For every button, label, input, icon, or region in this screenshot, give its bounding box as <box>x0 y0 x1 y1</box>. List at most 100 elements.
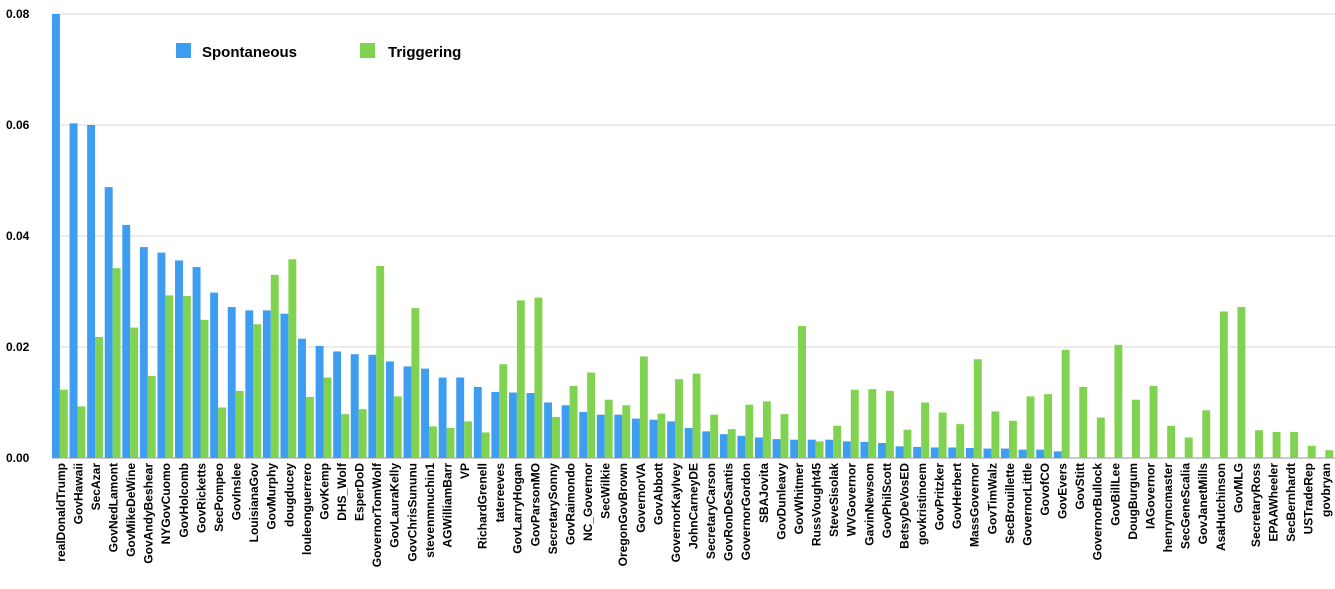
bar-spontaneous-GovMurphy <box>262 310 271 458</box>
x-tick-label: tatereeves <box>493 463 507 523</box>
bar-spontaneous-JohnCarneyDE <box>684 428 693 458</box>
x-tick-label: stevenmnuchin1 <box>423 463 437 558</box>
bar-triggering-GovTimWalz <box>991 411 1000 458</box>
bar-spontaneous-GovernorVA <box>631 418 640 458</box>
bar-triggering-GovMurphy <box>270 274 279 458</box>
bar-triggering-GovAbbott <box>657 413 666 458</box>
bar-spontaneous-stevenmnuchin1 <box>421 368 429 458</box>
x-tick-label: GovMikeDeWine <box>124 463 138 557</box>
x-tick-label: OregonGovBrown <box>616 463 630 566</box>
x-tick-label: GovernorBullock <box>1091 463 1105 561</box>
x-tick-label: AGWilliamBarr <box>440 463 454 548</box>
bar-triggering-GovRaimondo <box>569 385 578 458</box>
bar-triggering-GovRicketts <box>200 319 209 458</box>
bar-triggering-JohnCarneyDE <box>692 373 701 458</box>
x-tick-label: GovDunleavy <box>774 463 788 540</box>
x-tick-label: GovRicketts <box>194 463 208 533</box>
x-axis-labels: realDonaldTrump GovHawaii SecAzar GovNedLam… <box>54 462 1333 567</box>
y-tick-label: 0.02 <box>6 340 30 354</box>
bar-spontaneous-GovHolcomb <box>175 260 183 458</box>
bar-spontaneous-GovParsonMO <box>526 393 535 458</box>
bar-triggering-GovBillLee <box>1114 344 1123 458</box>
x-tick-label: GovTimWalz <box>985 463 999 534</box>
bar-spontaneous-GovLauraKelly <box>385 361 394 458</box>
bar-triggering-GovLarryHogan <box>516 300 525 458</box>
bar-spontaneous-MassGovernor <box>965 448 974 458</box>
bar-triggering-GovernorVA <box>639 356 648 458</box>
bar-spontaneous-RichardGrenell <box>473 386 482 458</box>
x-tick-label: realDonaldTrump <box>54 463 68 562</box>
bar-triggering-GovEvers <box>1061 349 1070 458</box>
bar-triggering-SecAzar <box>95 337 103 458</box>
bar-triggering-GovofCO <box>1044 394 1053 458</box>
bar-triggering-RichardGrenell <box>481 432 490 458</box>
x-tick-label: GovMLG <box>1231 463 1245 513</box>
bar-triggering-GovMikeDeWine <box>130 327 139 458</box>
bar-spontaneous-SBAJovita <box>755 437 763 458</box>
bar-triggering-GovernorKayIvey <box>675 379 683 458</box>
bar-spontaneous-GovRaimondo <box>561 405 570 458</box>
bar-spontaneous-realDonaldTrump <box>52 14 60 458</box>
bar-triggering-GovDunleavy <box>780 414 789 458</box>
bar-spontaneous-tatereeves <box>491 391 500 458</box>
bar-triggering-GovParsonMO <box>534 297 543 458</box>
bar-triggering-GovLauraKelly <box>393 396 402 458</box>
bar-spontaneous-GovRonDeSantis <box>719 434 728 458</box>
x-tick-label: GovStitt <box>1073 463 1087 510</box>
x-tick-label: GovLauraKelly <box>388 463 402 548</box>
bar-spontaneous-GovMikeDeWine <box>122 224 131 458</box>
bar-spontaneous-GovPritzker <box>930 447 939 458</box>
x-tick-label: GovernorKayIvey <box>669 463 683 563</box>
bar-triggering-louleonguerrero <box>305 396 314 458</box>
x-tick-label: GovEvers <box>1056 463 1070 519</box>
bar-triggering-GovPritzker <box>938 412 947 458</box>
x-tick-label: GovPhilScott <box>880 463 894 538</box>
x-tick-label: IAGovernor <box>1143 463 1157 529</box>
x-tick-label: RichardGrenell <box>476 463 490 549</box>
bar-triggering-SteveSisolak <box>833 425 842 458</box>
bar-triggering-DougBurgum <box>1132 399 1140 458</box>
bar-spontaneous-GovofCO <box>1036 449 1045 458</box>
bar-triggering-GovHerbert <box>956 424 965 458</box>
x-tick-label: EPAAWheeler <box>1266 463 1280 542</box>
bar-spontaneous-BetsyDeVosED <box>895 446 904 458</box>
x-tick-label: GovRonDeSantis <box>722 463 736 561</box>
bar-spontaneous-SteveSisolak <box>825 439 834 458</box>
x-tick-label: AsaHutchinson <box>1214 463 1228 551</box>
x-tick-label: GovBillLee <box>1108 463 1122 526</box>
bar-spontaneous-GovKemp <box>315 345 324 458</box>
x-tick-label: SecPompeo <box>212 463 226 532</box>
bar-spontaneous-GovAndyBeshear <box>139 247 148 458</box>
bar-spontaneous-GovLarryHogan <box>508 392 517 458</box>
x-tick-label: GovPritzker <box>933 463 947 531</box>
bar-triggering-govbryan <box>1325 450 1334 458</box>
bar-spontaneous-RussVought45 <box>807 439 816 458</box>
bar-triggering-IAGovernor <box>1149 385 1158 458</box>
bar-spontaneous-WVGovernor <box>842 441 851 458</box>
bar-spontaneous-SecAzar <box>87 125 96 458</box>
bar-triggering-SBAJovita <box>762 401 771 458</box>
x-tick-label: MassGovernor <box>968 463 982 547</box>
x-tick-label: SecBrouillette <box>1003 463 1017 544</box>
bar-spontaneous-GovWhitmer <box>790 439 799 458</box>
bar-triggering-SecWilkie <box>604 399 613 458</box>
bar-spontaneous-GavinNewsom <box>860 441 869 458</box>
bar-spontaneous-SecretarySonny <box>544 402 553 458</box>
legend: Spontaneous Triggering <box>176 43 461 61</box>
x-tick-label: RussVought45 <box>810 463 824 546</box>
x-tick-label: SecretaryRoss <box>1249 463 1263 547</box>
bar-triggering-GovMLG <box>1237 307 1246 458</box>
x-tick-label: SecAzar <box>89 463 103 511</box>
x-tick-label: GovHerbert <box>950 463 964 529</box>
bar-spontaneous-OregonGovBrown <box>614 414 623 458</box>
x-tick-label: GovRaimondo <box>563 463 577 545</box>
bar-spontaneous-louleonguerrero <box>298 338 306 458</box>
x-tick-label: GovJanetMills <box>1196 463 1210 545</box>
bar-spontaneous-GovHawaii <box>69 123 78 459</box>
bar-triggering-henrymcmaster <box>1167 425 1176 458</box>
x-tick-label: GovofCO <box>1038 463 1052 516</box>
x-tick-label: GovHolcomb <box>177 463 191 538</box>
bar-triggering-EPAAWheeler <box>1272 431 1281 458</box>
x-tick-label: DougBurgum <box>1126 463 1140 540</box>
legend-label-triggering: Triggering <box>388 44 461 61</box>
